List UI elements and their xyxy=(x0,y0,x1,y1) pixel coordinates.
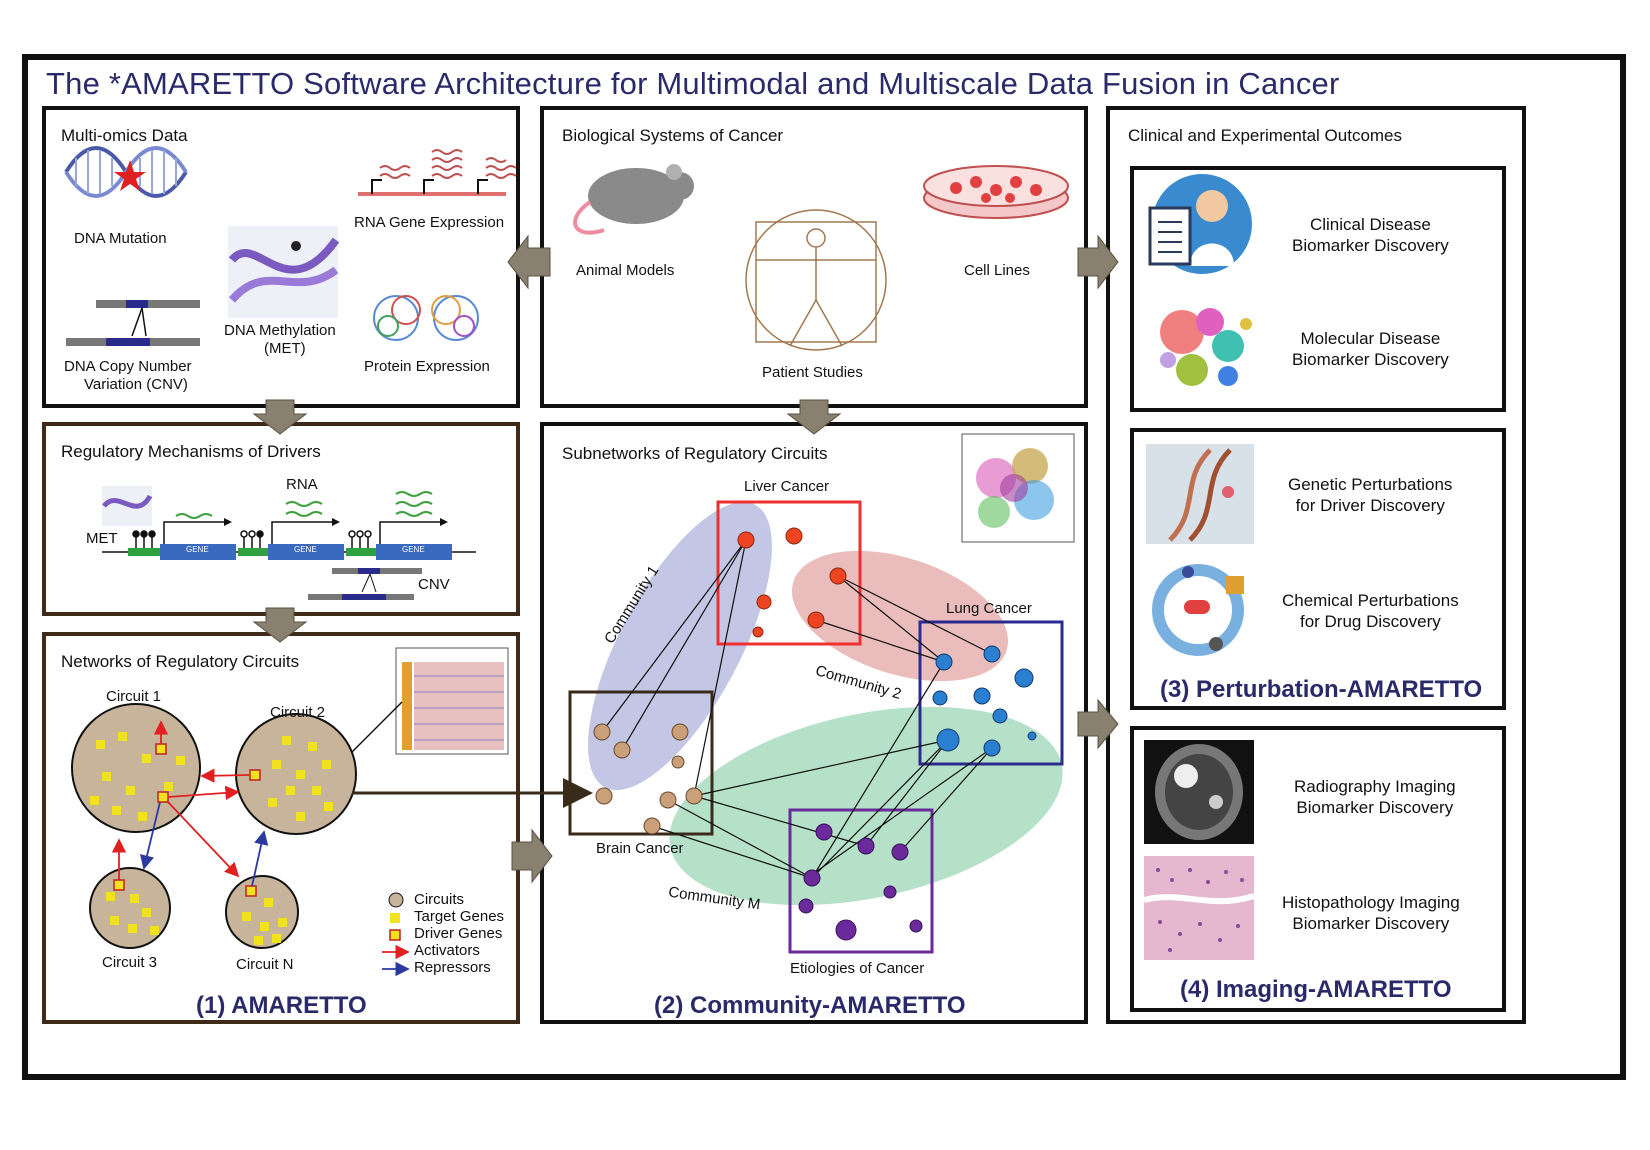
molecular-biomarker-label: Molecular Disease Biomarker Discovery xyxy=(1292,329,1449,370)
liver-cancer-box xyxy=(716,500,862,646)
community-amaretto-label: (2) Community-AMARETTO xyxy=(654,992,966,1019)
methylation-mini-icon xyxy=(102,494,153,509)
multiomics-panel: Multi-omics Data xyxy=(42,106,520,408)
genetic-perturbation-label: Genetic Perturbations for Driver Discover… xyxy=(1288,475,1453,516)
cnv-mech-label: CNV xyxy=(418,576,450,593)
rna-squiggles xyxy=(175,491,433,519)
legend-icons xyxy=(382,892,410,977)
drug-wheel-icon xyxy=(1152,564,1244,656)
methylation-icon xyxy=(228,226,340,318)
perturbation-amaretto-label: (3) Perturbation-AMARETTO xyxy=(1160,676,1483,703)
clinical-biomarker-label: Clinical Disease Biomarker Discovery xyxy=(1292,215,1449,256)
circuit3-label: Circuit 3 xyxy=(102,954,158,971)
biosystems-title: Biological Systems of Cancer xyxy=(562,126,784,145)
circuit1-label: Circuit 1 xyxy=(106,688,162,705)
dna-methylation-label: DNA Methylation xyxy=(224,322,336,339)
circuits xyxy=(71,703,357,949)
animal-models-label: Animal Models xyxy=(576,262,675,279)
histology-icon xyxy=(1143,856,1255,960)
cell-lines-label: Cell Lines xyxy=(964,262,1030,279)
doctor-icon xyxy=(1148,174,1252,274)
cnv-mini-icon xyxy=(308,568,422,600)
chemical-perturbation-label: Chemical Perturbations for Drug Discovery xyxy=(1282,591,1459,632)
dna-methylation-abbr: (MET) xyxy=(264,340,306,357)
multiomics-icons xyxy=(64,146,517,346)
legend-circuits: Circuits xyxy=(414,891,465,908)
circuitN-label: Circuit N xyxy=(236,956,294,973)
radiography-label: Radiography Imaging Biomarker Discovery xyxy=(1294,777,1456,818)
biosystems-panel: Biological Systems of Cancer A xyxy=(540,106,1088,408)
subnetworks-title: Subnetworks of Regulatory Circuits xyxy=(562,444,828,463)
legend-target-genes: Target Genes xyxy=(414,908,505,925)
lung-cancer-box xyxy=(918,620,1064,766)
lung-cancer-label: Lung Cancer xyxy=(946,600,1032,617)
regulatory-panel: Regulatory Mechanisms of Drivers xyxy=(42,422,520,616)
legend-activators: Activators xyxy=(414,942,480,959)
lung-nodes xyxy=(932,645,1037,757)
communityM-region xyxy=(669,706,1063,906)
patient-studies-label: Patient Studies xyxy=(762,364,863,381)
outcomes-panel: Clinical and Experimental Outcomes xyxy=(1106,106,1526,1024)
mouse-icon xyxy=(573,164,694,235)
brain-nodes xyxy=(593,723,703,835)
activator-arrows xyxy=(111,720,250,880)
etiologies-label: Etiologies of Cancer xyxy=(790,960,925,977)
legend-repressors: Repressors xyxy=(414,959,491,976)
gene-track xyxy=(128,544,452,560)
gene-label-1: GENE xyxy=(186,545,209,554)
cnv-icon xyxy=(66,300,200,346)
regulatory-title: Regulatory Mechanisms of Drivers xyxy=(61,442,321,461)
outer-frame xyxy=(22,54,1626,1080)
methyl-lollipops xyxy=(132,530,372,548)
target-genes xyxy=(90,732,333,945)
petri-dish-icon xyxy=(923,165,1069,219)
protein-label: Protein Expression xyxy=(364,358,490,375)
page-title: The *AMARETTO Software Architecture for … xyxy=(46,66,1340,101)
biomarker-box xyxy=(1130,166,1506,412)
protein-icon xyxy=(373,295,479,341)
mri-icon xyxy=(1144,740,1254,844)
subnetworks-panel: Subnetworks of Regulatory Circuits xyxy=(540,422,1088,1024)
legend-driver-genes: Driver Genes xyxy=(414,925,503,942)
community2-region xyxy=(791,550,1009,682)
imaging-box xyxy=(1130,726,1506,1012)
repressor-arrows xyxy=(139,801,269,887)
dna-scissors-icon xyxy=(1146,444,1254,544)
rna-label: RNA xyxy=(286,476,318,493)
rna-wave-icon xyxy=(358,149,517,196)
cnv-label: DNA Copy Number xyxy=(64,358,192,375)
dna-mutation-label: DNA Mutation xyxy=(74,230,167,247)
networks-panel: Networks of Regulatory Circuits xyxy=(42,632,520,1024)
perturbation-box xyxy=(1130,428,1506,710)
liver-cancer-label: Liver Cancer xyxy=(744,478,830,495)
imaging-amaretto-label: (4) Imaging-AMARETTO xyxy=(1180,976,1452,1003)
cnv-label-2: Variation (CNV) xyxy=(84,376,188,393)
met-label: MET xyxy=(86,530,118,547)
outcomes-title: Clinical and Experimental Outcomes xyxy=(1128,126,1403,145)
histopathology-label: Histopathology Imaging Biomarker Discover… xyxy=(1282,893,1460,934)
heatmap-icon xyxy=(395,647,509,755)
etiologies-nodes xyxy=(798,823,923,941)
gene-label-3: GENE xyxy=(402,545,425,554)
driver-genes xyxy=(113,743,261,897)
networks-title: Networks of Regulatory Circuits xyxy=(61,652,300,671)
vitruvian-icon xyxy=(745,209,887,351)
liver-nodes xyxy=(737,527,847,638)
circuit2-label: Circuit 2 xyxy=(270,704,326,721)
multiomics-title: Multi-omics Data xyxy=(61,126,188,145)
amaretto-label: (1) AMARETTO xyxy=(196,992,367,1019)
brain-cancer-label: Brain Cancer xyxy=(596,840,684,857)
tsne-icon xyxy=(1160,308,1252,386)
tsne-inset-icon xyxy=(961,433,1075,543)
brain-cancer-box xyxy=(568,690,714,836)
rna-expression-label: RNA Gene Expression xyxy=(354,214,505,231)
network-edges xyxy=(601,539,993,879)
dna-icon xyxy=(64,146,188,198)
gene-label-2: GENE xyxy=(294,545,317,554)
etiologies-box xyxy=(788,808,934,954)
